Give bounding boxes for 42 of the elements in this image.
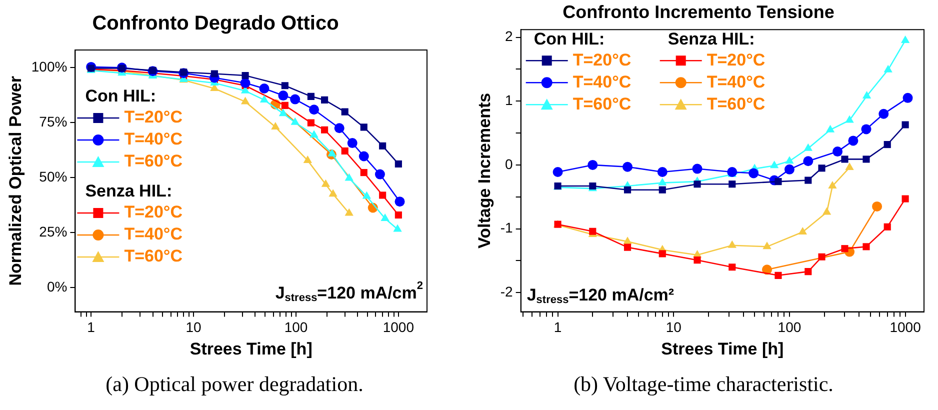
legend-label: T=60°C <box>124 152 183 171</box>
legend-label: T=40°C <box>706 72 766 92</box>
legend-label: T=40°C <box>572 72 632 92</box>
chart-title: Confronto Degrado Ottico <box>92 12 339 35</box>
x-tick-label: 100 <box>284 319 308 336</box>
legend-label: T=20°C <box>124 202 183 222</box>
x-tick-label: 100 <box>778 319 802 336</box>
annotation: Senza HIL: <box>85 182 172 201</box>
y-tick-label: 75% <box>39 113 68 130</box>
y-tick-label: 100% <box>31 58 68 74</box>
chart-title: Confronto Incremento Tensione <box>562 2 834 22</box>
y-tick-label: 1 <box>505 92 514 108</box>
legend-label: T=20°C <box>706 50 766 70</box>
y-tick-label: 2 <box>505 28 514 44</box>
legend-label: T=60°C <box>124 246 183 266</box>
y-tick-label: 25% <box>39 223 68 240</box>
y-tick-label: -2 <box>500 284 514 300</box>
legend-label: T=60°C <box>706 94 766 114</box>
legend-label: T=40°C <box>124 224 183 244</box>
x-tick-label: 1000 <box>382 319 414 336</box>
x-axis-title: Strees Time [h] <box>661 339 784 358</box>
x-tick-label: 1000 <box>890 319 922 336</box>
x-tick-label: 1 <box>87 319 96 336</box>
y-axis-title: Normalized Optical Power <box>6 76 25 286</box>
legend-label: T=40°C <box>124 130 183 149</box>
annotation: Con HIL: <box>534 29 605 48</box>
y-tick-label: 0 <box>505 156 514 172</box>
y-tick-label: 50% <box>39 168 68 184</box>
x-tick-label: 10 <box>666 319 682 336</box>
x-axis-title: Strees Time [h] <box>190 339 312 358</box>
legend-label: T=60°C <box>572 94 632 114</box>
x-tick-label: 10 <box>186 319 202 336</box>
annotation: Senza HIL: <box>668 29 755 48</box>
y-tick-label: 0% <box>46 278 68 294</box>
y-axis-title: Voltage Increments <box>474 92 494 248</box>
text: (a) Optical power degradation. <box>104 372 364 397</box>
legend-label: T=20°C <box>124 108 183 127</box>
x-tick-label: 1 <box>554 319 562 336</box>
text: (b) Voltage-time characteristic. <box>572 372 834 397</box>
y-tick-label: -1 <box>500 220 514 236</box>
legend-label: T=20°C <box>572 50 632 70</box>
annotation: Con HIL: <box>85 86 156 106</box>
